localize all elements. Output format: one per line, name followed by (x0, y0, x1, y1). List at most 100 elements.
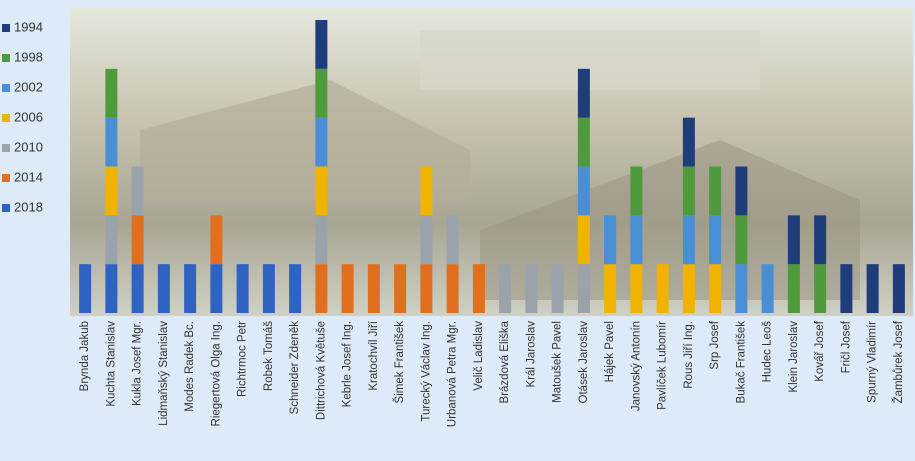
bar-segment (131, 215, 144, 265)
bar-segment (577, 68, 590, 118)
bar-segment (525, 264, 538, 313)
bar-segment (682, 117, 695, 167)
legend-swatch (2, 204, 10, 212)
x-tick-label: Brynda Jakub (79, 321, 91, 391)
x-tick-label: Turecký Václav Ing. (420, 321, 432, 422)
x-tick-label: Šimek František (393, 321, 406, 404)
bar-segment (315, 68, 328, 118)
x-tick-label: Richtrmoc Petr (237, 321, 249, 397)
legend-swatch (2, 84, 10, 92)
x-tick-label: Otásek Jaroslav (578, 321, 590, 404)
bar-segment (157, 264, 170, 313)
bar-segment (315, 20, 328, 69)
legend-label: 2014 (14, 169, 43, 184)
bar-segment (604, 215, 617, 265)
bar-segment (210, 215, 223, 265)
x-tick-label: Rous Jiří Ing. (683, 321, 695, 389)
x-tick-label: Pavlíček Lubomír (657, 321, 669, 410)
legend-label: 1998 (14, 49, 43, 64)
bar-segment (236, 264, 249, 313)
bar-segment (866, 264, 879, 313)
bar-segment (709, 264, 722, 313)
bar-segment (630, 215, 643, 265)
bar-segment (814, 264, 827, 313)
legend-label: 2018 (14, 199, 43, 214)
legend-label: 1994 (14, 19, 43, 34)
x-tick-label: Janovský Antonín (630, 321, 642, 411)
bar-segment (787, 264, 800, 313)
bar-segment (735, 215, 748, 265)
x-tick-label: Klein Jaroslav (788, 321, 800, 393)
x-tick-label: Schneider Zdeněk (289, 321, 301, 415)
bar-segment (79, 264, 92, 313)
legend-label: 2010 (14, 139, 43, 154)
bar-segment (682, 264, 695, 313)
x-tick-label: Lidmaňský Stanislav (158, 321, 170, 426)
legend-swatch (2, 174, 10, 182)
x-tick-label: Urbanová Petra Mgr. (447, 321, 459, 427)
x-tick-label: Srp Josef (709, 320, 721, 369)
bar-segment (761, 264, 774, 313)
bar-segment (682, 215, 695, 265)
bar-segment (577, 264, 590, 313)
bar-segment (420, 264, 433, 313)
bar-segment (787, 215, 800, 265)
x-tick-label: Kratochvíl Jiří (368, 320, 380, 390)
bar-segment (289, 264, 302, 313)
bar-segment (394, 264, 407, 313)
bar-segment (709, 215, 722, 265)
bar-segment (420, 166, 433, 216)
bar-segment (184, 264, 197, 313)
bar-segment (131, 264, 144, 313)
bar-segment (105, 264, 118, 313)
bar-segment (682, 166, 695, 216)
x-tick-label: Dittrichová Květuše (315, 321, 327, 420)
legend-label: 2002 (14, 79, 43, 94)
bar-segment (630, 166, 643, 216)
photo-house (140, 80, 470, 200)
bar-segment (577, 166, 590, 216)
bar-segment (577, 117, 590, 167)
bar-segment (315, 117, 328, 167)
bar-segment (367, 264, 380, 313)
x-tick-label: Hudec Leoš (762, 321, 774, 383)
bar-segment (420, 215, 433, 265)
x-tick-label: Kovář Josef (814, 320, 826, 382)
x-tick-label: Matoušek Pavel (552, 321, 564, 403)
bar-segment (499, 264, 512, 313)
x-tick-label: Fričl Josef (840, 320, 852, 373)
bar-segment (840, 264, 853, 313)
legend-swatch (2, 54, 10, 62)
x-tick-label: Spurný Vladimír (867, 321, 879, 403)
legend-swatch (2, 114, 10, 122)
bar-segment (105, 68, 118, 118)
bar-segment (472, 264, 485, 313)
bar-segment (105, 215, 118, 265)
x-tick-label: Král Jaroslav (525, 321, 537, 388)
x-tick-label: Modes Radek Bc. (184, 321, 196, 412)
bar-segment (315, 215, 328, 265)
legend-label: 2006 (14, 109, 43, 124)
bar-segment (604, 264, 617, 313)
bar-segment (735, 264, 748, 313)
legend-swatch (2, 144, 10, 152)
x-tick-label: Riegertová Olga Ing. (210, 321, 222, 426)
x-tick-label: Kuchta Stanislav (105, 321, 117, 407)
bar-segment (446, 215, 459, 265)
legend-swatch (2, 24, 10, 32)
x-tick-label: Robek Tomáš (263, 321, 275, 391)
bar-segment (105, 117, 118, 167)
bar-segment (262, 264, 275, 313)
bar-segment (656, 264, 669, 313)
x-tick-label: Žambůrek Josef (892, 320, 905, 403)
x-tick-label: Velič Ladislav (473, 321, 485, 391)
bar-segment (551, 264, 564, 313)
x-tick-label: Kukla Josef Mgr. (132, 321, 144, 406)
x-tick-label: Hájek Pavel (604, 321, 616, 382)
bar-segment (341, 264, 354, 313)
bar-segment (709, 166, 722, 216)
bar-segment (892, 264, 905, 313)
x-tick-label: Brázdová Eliška (499, 320, 511, 403)
bar-segment (630, 264, 643, 313)
